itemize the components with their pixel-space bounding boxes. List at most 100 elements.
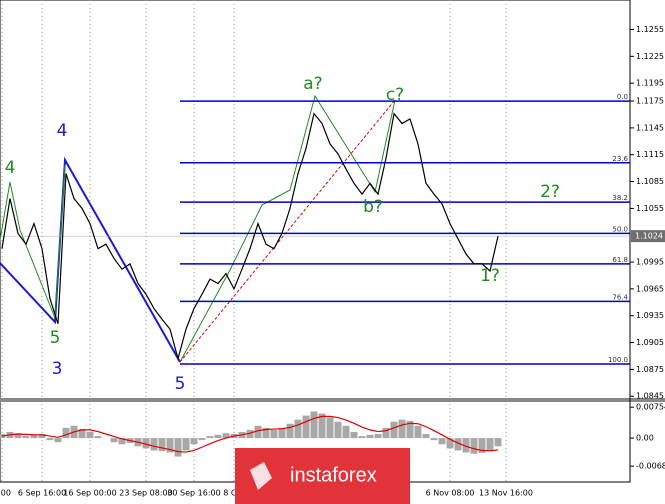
osc-bar	[94, 436, 102, 439]
y-tick-label: 1.1255	[636, 25, 664, 34]
osc-bar	[486, 438, 494, 452]
osc-bar	[350, 431, 358, 439]
osc-bar	[302, 415, 310, 439]
y-tick-label: 1.1225	[636, 52, 664, 61]
current-price-label: 1.1024	[635, 232, 663, 241]
osc-tick-label: 0.00754	[636, 403, 665, 412]
wave-label: 5	[175, 374, 186, 394]
osc-bar	[14, 433, 22, 439]
osc-tick-label: -0.00683	[636, 462, 665, 471]
osc-bar	[254, 425, 262, 439]
fib-label: 38.2	[612, 194, 628, 202]
x-tick-label: 6 Sep 16:00	[18, 489, 66, 498]
osc-bar	[46, 438, 54, 441]
fib-label: 61.8	[612, 256, 628, 264]
wave-label: c?	[386, 85, 404, 105]
wave-label: a?	[303, 74, 322, 94]
y-tick-label: 1.1195	[636, 79, 664, 88]
y-tick-label: 1.0905	[636, 338, 664, 347]
x-tick-label: 30 Sep 16:00	[167, 489, 220, 498]
osc-bar	[38, 434, 46, 439]
x-tick-label: 6 Nov 08:00	[426, 489, 475, 498]
osc-bar	[142, 438, 150, 449]
osc-bar	[438, 438, 446, 445]
osc-bar	[190, 438, 198, 445]
fib-label: 76.4	[612, 293, 628, 301]
osc-bar	[166, 438, 174, 453]
osc-bar	[174, 438, 182, 457]
wave-line	[0, 164, 66, 319]
osc-bar	[150, 438, 158, 451]
x-tick-label: 16 Sep 00:00	[63, 489, 116, 498]
osc-bar	[182, 438, 190, 451]
osc-bar	[262, 427, 270, 439]
osc-bar	[342, 425, 350, 439]
x-tick-label: 13 Nov 16:00	[479, 489, 533, 498]
x-tick-label: 0:00	[0, 489, 11, 498]
osc-bar	[222, 433, 230, 439]
osc-bar	[318, 413, 326, 439]
wave-label: 4	[5, 158, 16, 178]
osc-bar	[30, 434, 38, 439]
signal-line	[1, 415, 499, 453]
osc-bar	[430, 438, 438, 441]
fib-label: 50.0	[612, 225, 628, 233]
fib-label: 0.0	[617, 93, 628, 101]
logo: instaforex	[235, 448, 410, 504]
osc-bar	[158, 438, 166, 452]
wave-label: 3	[52, 359, 63, 379]
x-tick-label: 8 Oct	[223, 489, 244, 498]
y-tick-label: 1.0875	[636, 365, 664, 374]
osc-bar	[110, 438, 118, 443]
wave-label: 1?	[480, 266, 500, 286]
osc-bar	[118, 438, 126, 445]
current-price-box	[631, 230, 665, 243]
y-tick-label: 1.0935	[636, 311, 664, 320]
osc-bar	[462, 438, 470, 453]
y-tick-label: 1.1175	[636, 97, 664, 106]
osc-bar	[406, 420, 414, 439]
osc-bar	[374, 434, 382, 439]
y-tick-label: 1.0995	[636, 258, 664, 267]
osc-bar	[334, 421, 342, 439]
osc-bar	[294, 419, 302, 439]
x-tick-label: 23 Sep 08:00	[119, 489, 172, 498]
osc-bar	[54, 438, 62, 443]
osc-bar	[446, 438, 454, 449]
osc-bar	[270, 429, 278, 439]
osc-bar	[390, 421, 398, 439]
osc-bar	[478, 438, 486, 453]
osc-bar	[246, 429, 254, 439]
osc-tick-label: 0.00	[636, 434, 654, 443]
osc-bar	[22, 436, 30, 439]
osc-bar	[422, 434, 430, 439]
y-tick-label: 1.1085	[636, 177, 664, 186]
osc-bar	[86, 431, 94, 439]
wave-label: b?	[363, 197, 383, 217]
osc-bar	[454, 438, 462, 451]
osc-bar	[78, 429, 86, 439]
osc-bar	[214, 434, 222, 439]
grid	[1, 0, 507, 482]
osc-bar	[286, 423, 294, 439]
osc-bar	[414, 425, 422, 439]
fib-label: 23.6	[612, 155, 628, 163]
osc-bar	[494, 438, 502, 447]
osc-bar	[310, 411, 318, 439]
osc-bar	[206, 436, 214, 439]
osc-bar	[198, 438, 206, 441]
y-tick-label: 1.1145	[636, 123, 664, 132]
y-tick-label: 1.1115	[636, 150, 664, 159]
osc-bar	[278, 427, 286, 439]
osc-bar	[326, 417, 334, 439]
logo-text: instaforex	[290, 464, 377, 486]
osc-bar	[470, 438, 478, 454]
fib-label: 100.0	[608, 356, 628, 364]
osc-bar	[382, 427, 390, 439]
y-tick-label: 1.0845	[636, 392, 664, 401]
wave-label: 5	[50, 328, 61, 348]
wave-line	[179, 94, 396, 363]
osc-bar	[358, 436, 366, 439]
